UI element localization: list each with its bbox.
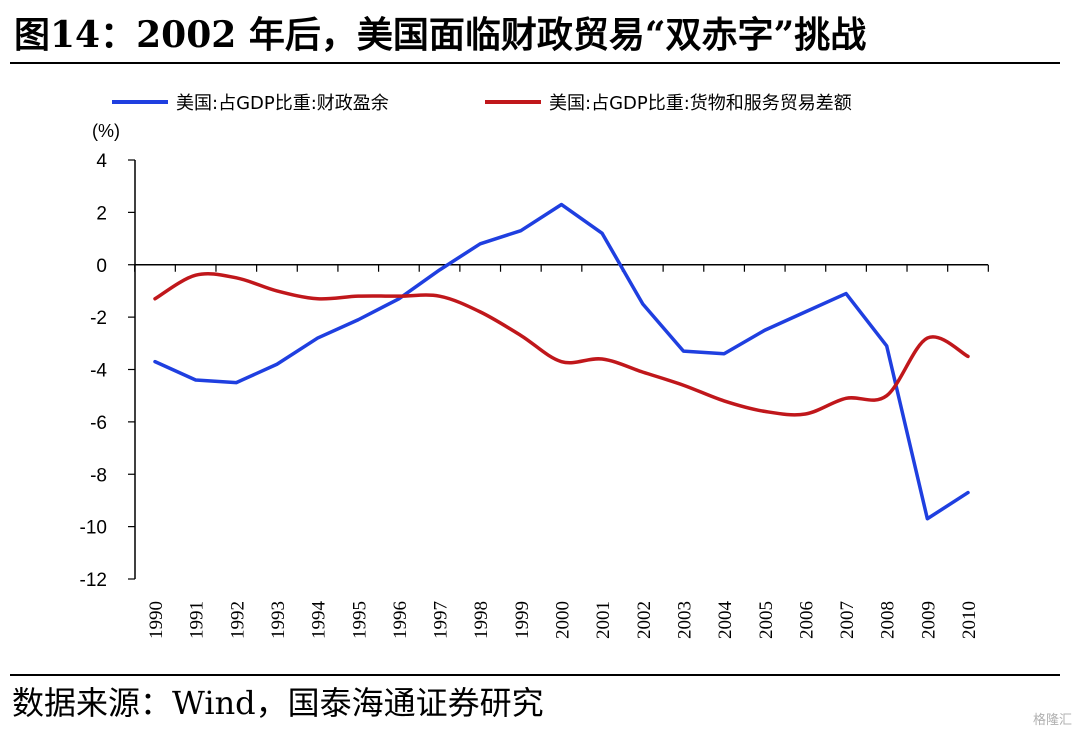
y-tick-label: -10 bbox=[80, 518, 107, 539]
x-tick-label: 2005 bbox=[756, 601, 777, 639]
y-tick-label: -4 bbox=[90, 361, 107, 382]
x-tick-label: 2000 bbox=[553, 601, 574, 639]
fiscal-surplus-series-line bbox=[153, 202, 970, 521]
x-tick-label: 1997 bbox=[431, 601, 452, 639]
x-tick-label: 1996 bbox=[390, 601, 411, 639]
y-tick-label: -2 bbox=[90, 308, 107, 329]
x-tick-label: 1994 bbox=[309, 601, 330, 640]
x-tick-label: 1991 bbox=[187, 601, 208, 639]
watermark: 格隆汇 bbox=[1032, 713, 1072, 728]
title-divider bbox=[10, 62, 1060, 64]
x-tick-label: 1992 bbox=[227, 601, 248, 639]
x-tick-label: 2001 bbox=[593, 601, 614, 639]
legend-label-trade: 美国:占GDP比重:货物和服务贸易差额 bbox=[549, 93, 852, 114]
x-tick-label: 2010 bbox=[959, 601, 980, 639]
x-tick-label: 2007 bbox=[837, 601, 858, 639]
x-tick-label: 2002 bbox=[634, 601, 655, 639]
x-tick-label: 1993 bbox=[268, 601, 289, 639]
figure-title: 图14：2002 年后，美国面临财政贸易“双赤字”挑战 bbox=[14, 14, 867, 56]
x-tick-label: 1995 bbox=[349, 601, 370, 639]
x-tick-label: 2006 bbox=[796, 601, 817, 639]
x-tick-label: 2008 bbox=[878, 601, 899, 639]
x-tick-label: 1990 bbox=[146, 601, 167, 639]
y-tick-label: 4 bbox=[96, 151, 107, 172]
x-tick-label: 2003 bbox=[674, 601, 695, 639]
x-tick-label: 2009 bbox=[918, 601, 939, 639]
source-divider bbox=[10, 674, 1060, 676]
line-chart: 4 2 0 -2 -4 -6 -8 -10 -12 (%) 1990 1991 1992 1993 1994… bbox=[80, 93, 989, 640]
legend-label-fiscal: 美国:占GDP比重:财政盈余 bbox=[176, 93, 389, 114]
y-tick-label: 0 bbox=[96, 256, 107, 277]
y-tick-label: -8 bbox=[90, 465, 107, 486]
y-tick-label: 2 bbox=[96, 203, 107, 224]
x-tick-label: 1998 bbox=[471, 601, 492, 639]
y-axis-unit-label: (%) bbox=[92, 121, 120, 141]
data-source-note: 数据来源：Wind，国泰海通证券研究 bbox=[12, 684, 544, 722]
x-tick-label: 2004 bbox=[715, 601, 736, 640]
trade-balance-series-line bbox=[153, 272, 970, 417]
y-tick-label: -6 bbox=[90, 413, 107, 434]
x-tick-label: 1999 bbox=[512, 601, 533, 639]
y-tick-label: -12 bbox=[80, 570, 107, 591]
